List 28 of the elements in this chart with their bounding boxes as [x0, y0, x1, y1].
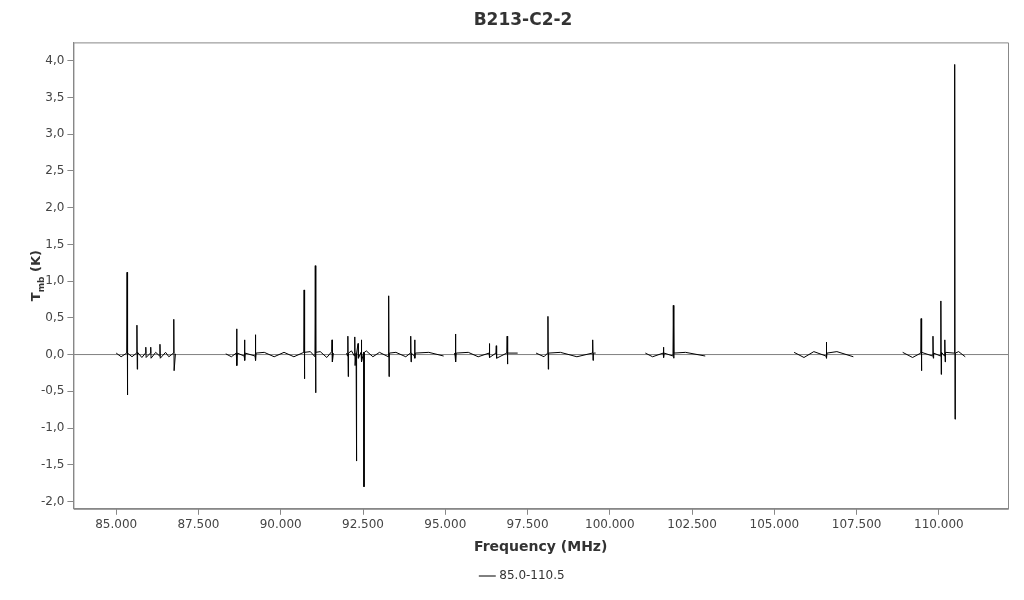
x-tick-label: 90.000 [259, 517, 302, 532]
y-tick-label: -1,5 [40, 456, 65, 471]
x-tick-label: 105.000 [749, 517, 800, 532]
x-tick-label: 87.500 [177, 517, 220, 532]
y-tick-label: 3,5 [45, 89, 65, 104]
x-tick-label: 85.000 [95, 517, 138, 532]
x-tick-label: 97.500 [506, 517, 549, 532]
y-tick-label: 1,5 [45, 236, 65, 251]
y-tick-label: 0,5 [45, 309, 65, 324]
chart-title: B213-C2-2 [473, 8, 573, 29]
y-tick-label: -1,0 [40, 420, 65, 435]
x-tick-label: 107.500 [831, 517, 882, 532]
y-tick-label: -0,5 [40, 383, 65, 398]
y-tick-label: 3,0 [45, 126, 65, 141]
y-tick-label: 1,0 [45, 273, 65, 288]
y-tick-label: 2,5 [45, 163, 65, 178]
legend-label: 85.0-110.5 [499, 568, 565, 583]
y-tick-label: -2,0 [40, 493, 65, 508]
x-tick-label: 102.500 [667, 517, 717, 532]
x-axis-title: Frequency (MHz) [474, 538, 608, 555]
y-tick-label: 0,0 [45, 346, 65, 361]
x-tick-label: 100.000 [585, 517, 635, 532]
x-tick-label: 95.000 [424, 517, 467, 532]
y-tick-label: 2,0 [45, 199, 65, 214]
x-tick-label: 92.500 [342, 517, 384, 532]
y-tick-label: 4,0 [45, 52, 65, 67]
x-tick-label: 110.000 [914, 517, 964, 532]
y-axis-title: Tmb (K) [28, 250, 46, 302]
